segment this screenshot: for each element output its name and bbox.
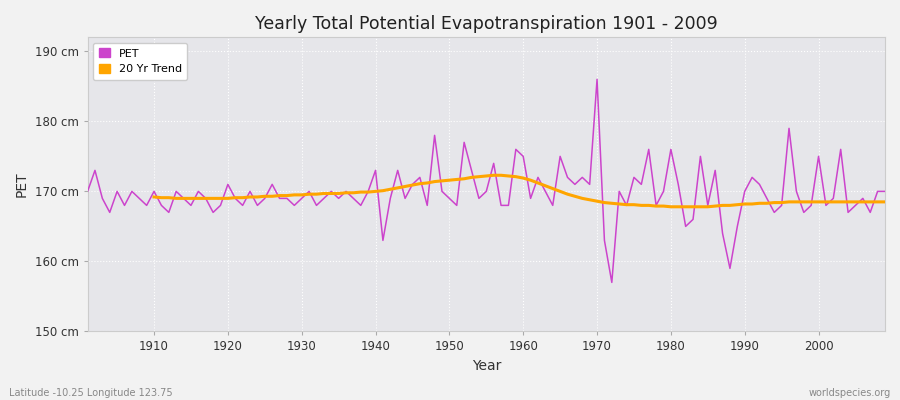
Legend: PET, 20 Yr Trend: PET, 20 Yr Trend xyxy=(93,43,187,80)
Text: worldspecies.org: worldspecies.org xyxy=(809,388,891,398)
Text: Latitude -10.25 Longitude 123.75: Latitude -10.25 Longitude 123.75 xyxy=(9,388,173,398)
X-axis label: Year: Year xyxy=(472,359,501,373)
Y-axis label: PET: PET xyxy=(15,172,29,197)
Title: Yearly Total Potential Evapotranspiration 1901 - 2009: Yearly Total Potential Evapotranspiratio… xyxy=(255,15,717,33)
